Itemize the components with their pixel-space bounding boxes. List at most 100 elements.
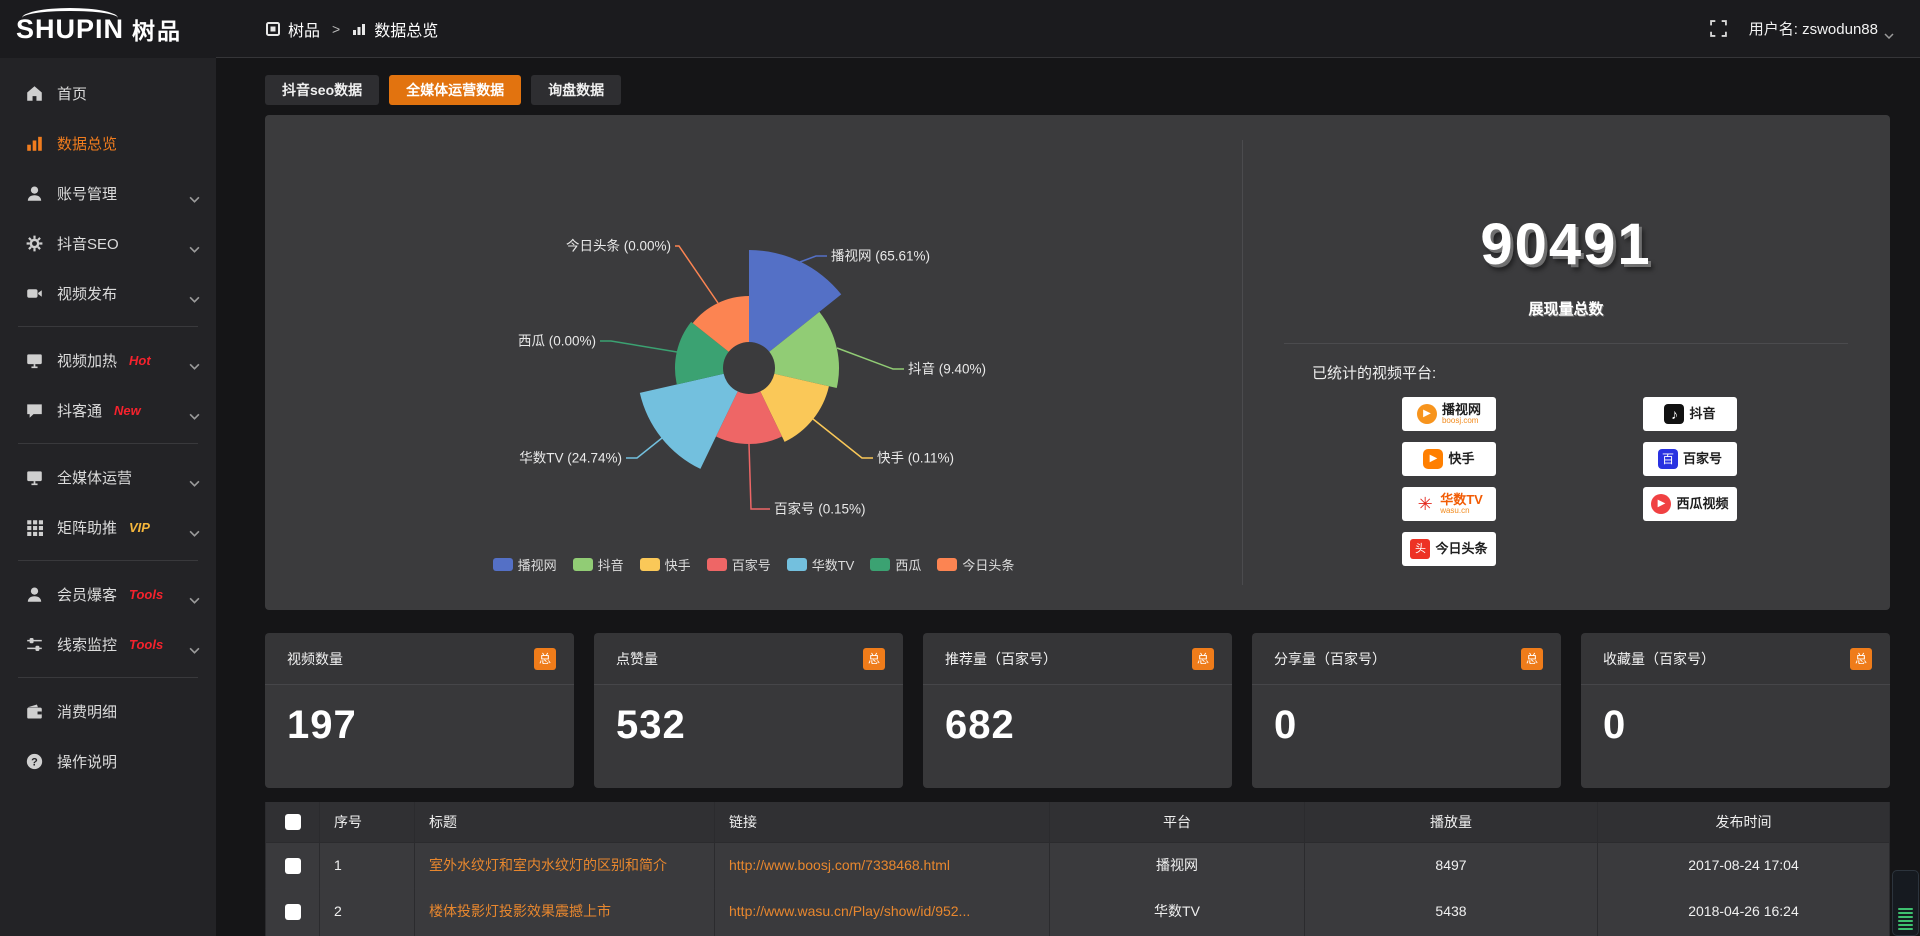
pie-slice-3[interactable] [716,391,782,444]
table-row-0: 1 室外水纹灯和室内水纹灯的区别和简介 http://www.boosj.com/7… [265,841,1890,889]
column-header-0: 序号 [319,802,415,843]
cell-title[interactable]: 楼体投影灯投影效果震撼上市 [414,887,715,935]
xigua-logo-icon: ▶ [1651,494,1672,514]
breadcrumb-current: 数据总览 [374,22,439,40]
legend-item-6[interactable]: 今日头条 [937,555,1014,574]
pie-label-4: 华数TV (24.74%) [519,451,622,466]
cell-no: 2 [319,887,415,935]
sidebar-item-15[interactable]: 消费明细 [0,686,216,736]
sidebar-item-6[interactable]: 视频加热 Hot [0,335,216,385]
video-icon [26,285,43,302]
pie-label-1: 抖音 (9.40%) [908,361,986,377]
sidebar-item-13[interactable]: 线索监控 Tools [0,619,216,669]
chart-legend: 播视网 抖音 快手 百家号 华数TV 西瓜 今日头条 [265,555,1242,574]
pie-label-6: 今日头条 (0.00%) [566,238,671,254]
pie-label-line-4 [626,437,663,459]
sidebar-item-16[interactable]: ? 操作说明 [0,736,216,786]
pie-label-2: 快手 (0.11%) [877,451,954,466]
sliders-icon [26,636,43,653]
sidebar-item-7[interactable]: 抖客通 New [0,385,216,435]
logo: SHUPIN 树品 [0,0,216,58]
pie-label-line-1 [836,347,904,370]
breadcrumb-home[interactable]: 树品 [288,22,321,40]
cell-link[interactable]: http://www.boosj.com/7338468.html [714,841,1050,889]
sidebar-item-2[interactable]: 账号管理 [0,168,216,218]
fullscreen-icon[interactable] [1709,20,1727,37]
row-checkbox[interactable] [284,903,301,920]
chevron-down-icon [189,290,200,303]
question-icon: ? [26,753,43,770]
app-icon [266,21,280,36]
total-impressions-label: 展现量总数 [1528,301,1604,318]
legend-item-3[interactable]: 百家号 [706,555,771,574]
toutiao-logo-icon: 头 [1410,539,1431,559]
floating-chat-widget[interactable] [1892,870,1919,936]
chart-panel: 播视网 (65.61%) 抖音 (9.40%) 快手 (0.11%) 百家号 (0.1… [265,115,1890,610]
sidebar-divider [18,677,198,678]
sidebar-item-4[interactable]: 视频发布 [0,268,216,318]
sidebar-item-1[interactable]: 数据总览 [0,118,216,168]
legend-item-2[interactable]: 快手 [639,555,691,574]
pie-label-line-2 [812,418,873,459]
user-icon [26,586,43,603]
stat-card-header: 收藏量（百家号） 总 [1581,633,1890,685]
chevron-down-icon [189,524,200,537]
tab-0[interactable]: 抖音seo数据 [265,75,380,105]
select-all-checkbox[interactable] [284,814,301,831]
home-icon [26,85,43,102]
sidebar-item-badge: VIP [129,519,150,535]
table-body: 1 室外水纹灯和室内水纹灯的区别和简介 http://www.boosj.com/7… [265,841,1890,936]
sidebar-item-label: 会员爆客 [57,586,118,604]
pie-chart-section: 播视网 (65.61%) 抖音 (9.40%) 快手 (0.11%) 百家号 (0.1… [265,115,1242,610]
pie-slice-2[interactable] [760,373,829,442]
stat-card-0: 视频数量 总 197 [265,633,574,788]
sidebar-item-10[interactable]: 矩阵助推 VIP [0,502,216,552]
table-header-row: 序号 标题 链接 平台 播放量 发布时间 [265,802,1890,843]
stat-card-header: 点赞量 总 [594,633,903,685]
platform-name: 西瓜视频 [1676,496,1729,512]
sidebar-item-12[interactable]: 会员爆客 Tools [0,569,216,619]
monitor-icon [26,352,43,369]
user-menu[interactable]: 用户名: zswodun88 [1749,18,1894,39]
legend-item-0[interactable]: 播视网 [492,555,557,574]
platform-badge-xigua: ▶ 西瓜视频 [1643,487,1737,521]
tab-2[interactable]: 询盘数据 [531,75,622,105]
pie-slice-4[interactable] [639,373,738,469]
cell-no: 1 [319,841,415,889]
pie-slice-1[interactable] [769,311,839,389]
sidebar-item-0[interactable]: 首页 [0,68,216,118]
breadcrumb-separator: > [332,20,341,37]
sidebar-item-3[interactable]: 抖音SEO [0,218,216,268]
chevron-down-icon [189,240,200,253]
legend-item-5[interactable]: 西瓜 [870,555,921,574]
tab-1[interactable]: 全媒体运营数据 [389,75,522,105]
sidebar-item-9[interactable]: 全媒体运营 [0,452,216,502]
sidebar-divider [18,443,198,444]
row-checkbox[interactable] [284,857,301,874]
pie-slice-0[interactable] [749,250,842,352]
pie-slice-5[interactable] [675,321,729,385]
table-panel: 序号 标题 链接 平台 播放量 发布时间 1 室外水纹灯和室内水纹灯的区别和简介 http://… [265,802,1890,936]
cell-plays: 8497 [1304,841,1598,889]
pie-slice-6[interactable] [692,296,749,352]
boosj-logo-icon: ▶ [1416,404,1437,424]
stat-card-title: 分享量（百家号） [1274,650,1386,667]
cell-link[interactable]: http://www.wasu.cn/Play/show/id/952... [714,887,1050,935]
cell-title[interactable]: 室外水纹灯和室内水纹灯的区别和简介 [414,841,715,889]
total-badge: 总 [863,647,885,670]
total-badge: 总 [1192,647,1214,670]
column-header-4: 播放量 [1304,802,1598,843]
wasu-logo-icon: ✳ [1417,494,1433,514]
legend-item-4[interactable]: 华数TV [786,555,854,574]
chart-icon [26,135,43,152]
chevron-down-icon [189,190,200,203]
sidebar-divider [18,560,198,561]
sidebar-item-label: 抖客通 [57,402,103,420]
tab-bar: 抖音seo数据 全媒体运营数据 询盘数据 [265,75,1890,105]
douyin-logo-icon: ♪ [1664,404,1685,424]
stat-card-2: 推荐量（百家号） 总 682 [923,633,1232,788]
sidebar-item-label: 线索监控 [57,636,118,654]
legend-item-1[interactable]: 抖音 [572,555,624,574]
platforms-label: 已统计的视频平台: [1312,365,1437,382]
cell-plays: 5438 [1304,887,1598,935]
